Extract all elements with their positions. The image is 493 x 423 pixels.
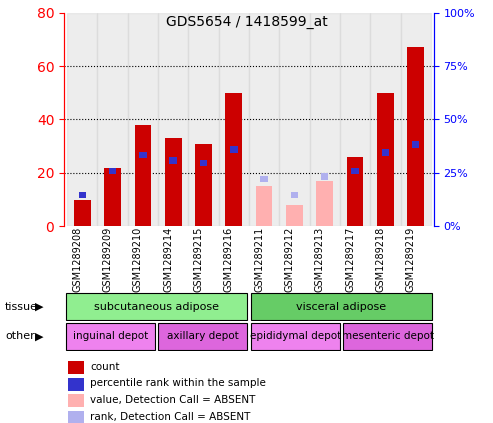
Text: GSM1289209: GSM1289209 [103, 226, 112, 291]
Text: percentile rank within the sample: percentile rank within the sample [90, 379, 266, 388]
FancyBboxPatch shape [343, 323, 432, 349]
Text: tissue: tissue [5, 302, 38, 312]
Bar [158, 13, 188, 226]
Bar [310, 13, 340, 226]
Bar [188, 13, 219, 226]
Bar [317, 181, 333, 226]
Text: GSM1289208: GSM1289208 [72, 226, 82, 291]
Bar [195, 143, 212, 226]
Text: GSM1289217: GSM1289217 [345, 226, 355, 292]
FancyBboxPatch shape [158, 323, 247, 349]
Text: mesenteric depot: mesenteric depot [342, 331, 434, 341]
Text: subcutaneous adipose: subcutaneous adipose [94, 302, 219, 312]
Text: axillary depot: axillary depot [167, 331, 239, 341]
Bar [225, 93, 242, 226]
Text: GSM1289210: GSM1289210 [133, 226, 143, 291]
Bar [352, 168, 359, 174]
Bar [340, 13, 370, 226]
Bar [279, 13, 310, 226]
Bar [256, 186, 273, 226]
Text: GSM1289213: GSM1289213 [315, 226, 325, 291]
Bar [400, 13, 431, 226]
Bar [78, 192, 86, 198]
Bar [67, 13, 98, 226]
Text: ▶: ▶ [35, 331, 43, 341]
Bar [68, 361, 84, 374]
Bar [370, 13, 400, 226]
Text: other: other [5, 331, 35, 341]
Text: GSM1289218: GSM1289218 [375, 226, 386, 291]
FancyBboxPatch shape [66, 294, 247, 320]
Text: value, Detection Call = ABSENT: value, Detection Call = ABSENT [90, 395, 255, 405]
Text: epididymal depot: epididymal depot [249, 331, 341, 341]
Text: GSM1289214: GSM1289214 [163, 226, 173, 291]
Bar [128, 13, 158, 226]
Text: GSM1289211: GSM1289211 [254, 226, 264, 291]
Bar [74, 200, 91, 226]
Text: visceral adipose: visceral adipose [296, 302, 387, 312]
Bar [321, 173, 328, 180]
Bar [170, 157, 177, 164]
Text: count: count [90, 362, 119, 372]
Bar [347, 157, 363, 226]
Text: GSM1289219: GSM1289219 [406, 226, 416, 291]
Text: GSM1289215: GSM1289215 [194, 226, 204, 292]
Bar [260, 176, 268, 182]
Bar [98, 13, 128, 226]
Bar [382, 149, 389, 156]
Bar [200, 159, 207, 166]
Bar [291, 192, 298, 198]
Bar [68, 412, 84, 423]
FancyBboxPatch shape [250, 323, 340, 349]
Bar [407, 47, 424, 226]
Text: ▶: ▶ [35, 302, 43, 312]
Text: GSM1289212: GSM1289212 [284, 226, 294, 292]
Bar [135, 125, 151, 226]
Text: GSM1289216: GSM1289216 [224, 226, 234, 291]
Bar [230, 146, 238, 153]
Bar [286, 205, 303, 226]
Bar [249, 13, 279, 226]
Bar [165, 138, 181, 226]
Bar [412, 141, 420, 148]
Bar [219, 13, 249, 226]
FancyBboxPatch shape [66, 323, 155, 349]
Bar [139, 151, 146, 158]
Bar [68, 378, 84, 391]
Bar [104, 168, 121, 226]
Bar [377, 93, 394, 226]
Text: rank, Detection Call = ABSENT: rank, Detection Call = ABSENT [90, 412, 250, 422]
FancyBboxPatch shape [250, 294, 432, 320]
Bar [109, 168, 116, 174]
Bar [68, 394, 84, 407]
Text: GDS5654 / 1418599_at: GDS5654 / 1418599_at [166, 15, 327, 29]
Text: inguinal depot: inguinal depot [72, 331, 148, 341]
